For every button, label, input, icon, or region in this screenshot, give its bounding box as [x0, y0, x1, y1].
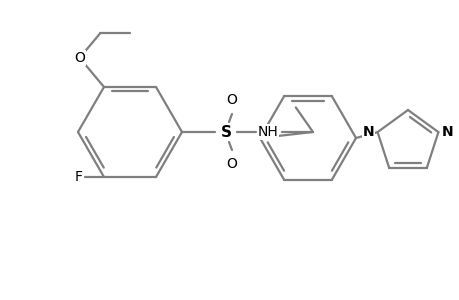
- Text: O: O: [226, 93, 237, 107]
- Text: NH: NH: [257, 125, 278, 139]
- Text: S: S: [220, 124, 231, 140]
- Text: F: F: [75, 170, 83, 184]
- Text: N: N: [441, 125, 452, 139]
- Text: N: N: [362, 125, 374, 139]
- Text: O: O: [226, 157, 237, 171]
- Text: O: O: [74, 51, 85, 65]
